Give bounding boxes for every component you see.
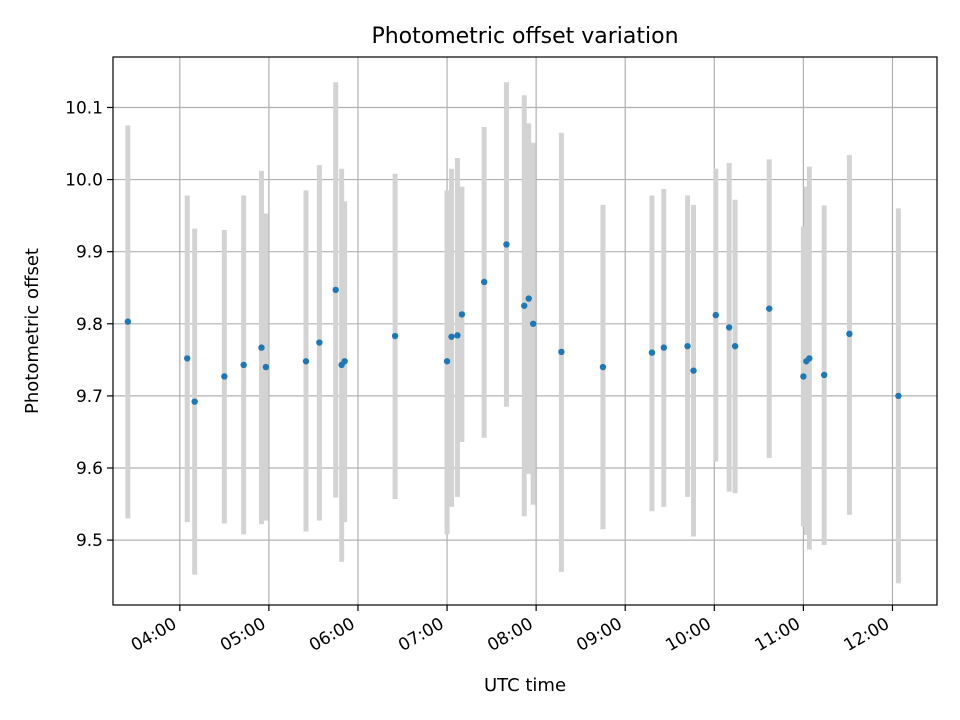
data-point	[731, 342, 739, 350]
data-point	[191, 398, 198, 405]
chart-title: Photometric offset variation	[371, 24, 678, 49]
data-point	[599, 363, 607, 371]
data-point	[766, 305, 773, 312]
point-layer	[124, 241, 902, 405]
data-point	[302, 358, 310, 365]
plot-frame	[112, 56, 938, 606]
data-point	[712, 311, 719, 319]
data-point	[458, 311, 466, 318]
data-point	[391, 332, 399, 340]
data-point	[648, 349, 656, 356]
data-point	[800, 373, 807, 380]
data-point	[184, 355, 191, 362]
data-point	[221, 373, 228, 380]
data-point	[332, 286, 339, 294]
data-point	[820, 371, 828, 379]
data-point	[258, 344, 265, 351]
y-tick-label: 9.6	[76, 459, 103, 479]
data-point	[690, 367, 697, 374]
x-axis-label: UTC time	[484, 675, 566, 696]
data-point	[529, 320, 537, 327]
y-tick-label: 9.7	[76, 387, 103, 407]
data-point	[316, 339, 323, 346]
data-point	[262, 363, 270, 371]
data-point	[895, 392, 902, 400]
data-point	[725, 324, 733, 331]
y-tick-label: 9.8	[76, 315, 103, 335]
y-axis-label: Photometric offset	[22, 248, 43, 414]
data-point	[454, 332, 461, 339]
data-point	[341, 358, 348, 365]
data-point	[558, 348, 565, 356]
data-point	[448, 333, 455, 340]
data-point	[684, 342, 691, 350]
data-point	[503, 241, 510, 248]
y-tick-label: 9.9	[76, 243, 103, 263]
data-point	[806, 355, 813, 362]
data-point	[660, 344, 668, 351]
data-point	[846, 330, 853, 338]
data-point	[240, 361, 247, 369]
data-point	[124, 318, 132, 325]
data-point	[525, 295, 532, 302]
data-point	[521, 302, 528, 309]
data-point	[443, 358, 451, 365]
y-tick-label: 10.0	[65, 171, 103, 191]
y-tick-label: 9.5	[76, 531, 103, 551]
data-point	[480, 278, 488, 286]
y-tick-label: 10.1	[65, 98, 103, 118]
